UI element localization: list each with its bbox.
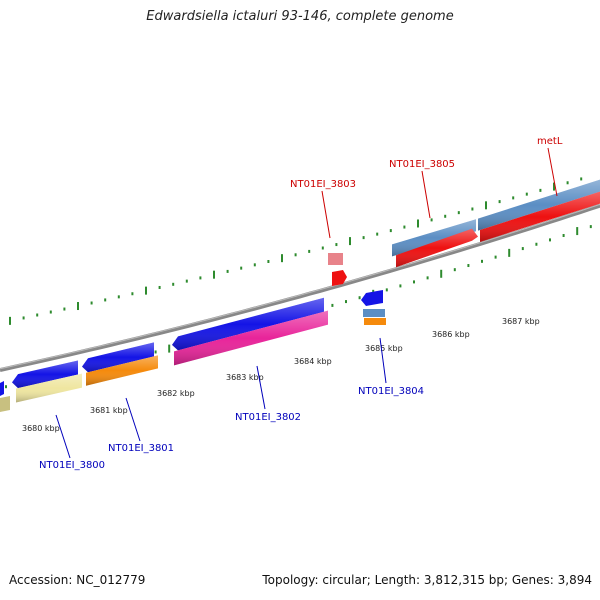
gene-NT01EI_3803 xyxy=(328,253,343,265)
gene-label-leader xyxy=(256,365,266,410)
kbp-tick-label: 3681 kbp xyxy=(90,406,128,415)
gene-label-leader xyxy=(421,170,431,219)
kbp-tick-label: 3685 kbp xyxy=(365,344,403,353)
kbp-tick-label: 3683 kbp xyxy=(226,373,264,382)
gene-label-leader xyxy=(125,397,141,442)
gene-label-top: NT01EI_3805 xyxy=(389,159,455,170)
gene-fragment-left xyxy=(0,381,4,396)
cds-metL-shading xyxy=(480,191,600,242)
gene-NT01EI_3800-shading xyxy=(12,360,78,389)
gene-label-bottom: NT01EI_3800 xyxy=(39,460,105,471)
gene-NT01EI_3804-b xyxy=(363,309,385,317)
gene-label-leader xyxy=(321,190,331,239)
gene-label-bottom: NT01EI_3804 xyxy=(358,386,424,397)
gene-label-bottom: NT01EI_3802 xyxy=(235,412,301,423)
kbp-tick-label: 3686 kbp xyxy=(432,330,470,339)
kbp-tick-label: 3684 kbp xyxy=(294,357,332,366)
gene-NT01EI_3801-shading xyxy=(82,342,154,373)
cds-NT01EI_3800-shading xyxy=(16,373,82,403)
gene-NT01EI_3802-shading xyxy=(172,297,324,351)
gene-label-bottom: NT01EI_3801 xyxy=(108,443,174,454)
cds-fragment-left xyxy=(0,396,10,412)
kbp-tick-label: 3687 kbp xyxy=(502,317,540,326)
cds-NT01EI_3803 xyxy=(332,270,347,286)
genome-backbone xyxy=(0,203,600,372)
gene-metL-shading xyxy=(478,179,600,231)
map-title: Edwardsiella ictaluri 93-146, complete g… xyxy=(146,9,454,24)
gene-NT01EI_3805-shading xyxy=(392,219,476,257)
cds-NT01EI_3804 xyxy=(364,318,386,325)
gene-NT01EI_3804 xyxy=(361,290,383,306)
kbp-tick-label: 3680 kbp xyxy=(22,424,60,433)
gene-label-top: metL xyxy=(537,136,563,147)
genome-backbone-highlight xyxy=(0,203,600,370)
cds-NT01EI_3805-shading xyxy=(396,228,478,268)
gene-label-leader xyxy=(547,147,558,197)
kbp-tick-label: 3682 kbp xyxy=(157,389,195,398)
genome-summary-text: Topology: circular; Length: 3,812,315 bp… xyxy=(262,573,592,587)
cds-NT01EI_3801-shading xyxy=(86,355,158,386)
gene-label-top: NT01EI_3803 xyxy=(290,179,356,190)
accession-text: Accession: NC_012779 xyxy=(9,573,146,587)
gene-label-leader xyxy=(55,414,71,459)
cds-NT01EI_3802-shading xyxy=(174,310,328,366)
gene-label-leader xyxy=(379,337,387,384)
